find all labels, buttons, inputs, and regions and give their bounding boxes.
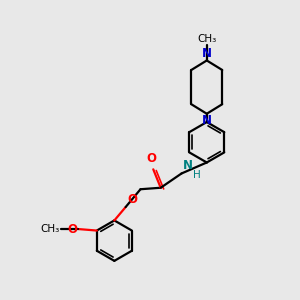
Text: N: N xyxy=(202,114,212,127)
Text: O: O xyxy=(146,152,157,166)
Text: H: H xyxy=(193,170,200,180)
Text: CH₃: CH₃ xyxy=(197,34,216,44)
Text: O: O xyxy=(127,193,137,206)
Text: N: N xyxy=(183,159,193,172)
Text: O: O xyxy=(68,223,78,236)
Text: CH₃: CH₃ xyxy=(40,224,60,234)
Text: N: N xyxy=(202,47,212,60)
